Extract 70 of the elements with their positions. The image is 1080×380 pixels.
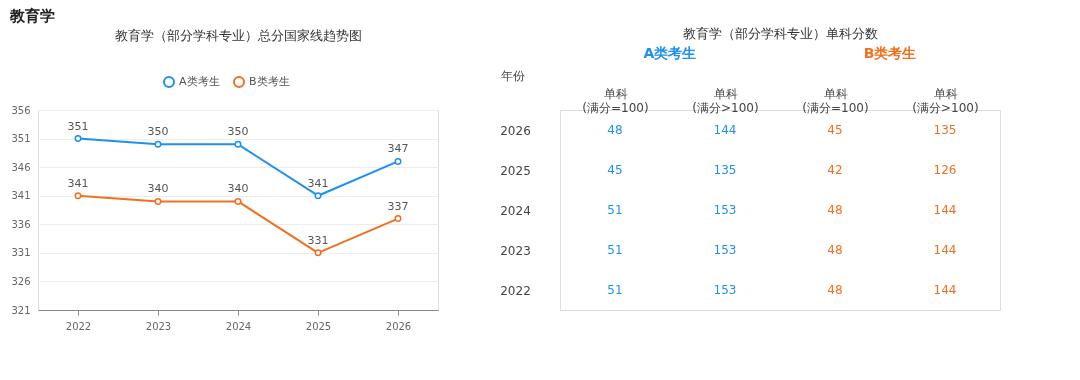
legend-label: B类考生 (249, 75, 290, 88)
point (234, 197, 242, 205)
data-label: 48 (827, 243, 843, 257)
y-tick-label: 336 (11, 218, 31, 230)
point (234, 140, 242, 148)
data-label: 51 (607, 203, 623, 217)
data-label: 341 (307, 176, 329, 190)
point (74, 192, 82, 200)
data-label: 51 (607, 283, 623, 297)
data-label: 48 (827, 203, 843, 217)
point (154, 197, 162, 205)
data-label: 350 (147, 125, 169, 139)
point (154, 140, 162, 148)
data-label: 341 (67, 176, 89, 190)
y-tick-label: 351 (11, 133, 31, 145)
y-tick-label: 331 (11, 247, 31, 259)
y-tick-label: 2022 (500, 283, 531, 298)
data-label: 153 (713, 203, 737, 217)
y-tick-label: 346 (11, 161, 31, 173)
data-label: 135 (713, 163, 737, 177)
data-label: 144 (933, 283, 957, 297)
y-tick-label: 2025 (500, 163, 531, 178)
data-label: 51 (607, 243, 623, 257)
y-tick-label: 341 (11, 190, 31, 202)
data-label: 153 (713, 243, 737, 257)
point (314, 192, 322, 200)
data-label: 144 (933, 243, 957, 257)
data-label: 153 (713, 283, 737, 297)
y-tick-label: 326 (11, 275, 31, 287)
data-label: 45 (607, 163, 623, 177)
x-tick-label: 2024 (225, 320, 252, 332)
text: 教育学 (9, 6, 56, 25)
data-label: 331 (307, 233, 329, 247)
point (394, 215, 402, 223)
data-label: 337 (387, 199, 409, 213)
y-axis-title: 年份 (500, 68, 525, 83)
y-tick-label: 2026 (500, 123, 531, 138)
x-tick-label: 2023 (145, 320, 172, 332)
y-tick-label: 321 (11, 304, 31, 316)
data-label: 42 (827, 163, 843, 177)
data-label: 48 (607, 123, 623, 137)
x-tick-label: 单科 (满分=100) (582, 86, 649, 115)
x-tick-label: 2022 (65, 320, 92, 332)
x-tick-label: 单科 (满分>100) (692, 86, 759, 115)
data-label: 48 (827, 283, 843, 297)
data-label: 350 (227, 125, 249, 139)
x-tick-label: 单科 (满分=100) (802, 86, 869, 115)
data-label: 347 (387, 142, 409, 156)
data-label: 144 (713, 123, 737, 137)
point (74, 135, 82, 143)
text: A类考生 (643, 45, 697, 61)
text: B类考生 (863, 45, 917, 61)
data-label: 340 (147, 182, 169, 196)
data-label: 351 (67, 119, 89, 133)
point (394, 157, 402, 165)
legend-label: A类考生 (179, 75, 220, 88)
data-label: 144 (933, 203, 957, 217)
x-tick-label: 2025 (305, 320, 332, 332)
data-label: 126 (933, 163, 957, 177)
point (314, 249, 322, 257)
y-tick-label: 356 (11, 104, 31, 116)
x-tick-label: 2026 (385, 320, 412, 332)
x-tick-label: 单科 (满分>100) (912, 86, 979, 115)
data-label: 340 (227, 182, 249, 196)
y-tick-label: 2023 (500, 243, 531, 258)
chart-title: 教育学（部分学科专业）总分国家线趋势图 (114, 28, 362, 43)
y-tick-label: 2024 (500, 203, 531, 218)
chart-title: 教育学（部分学科专业）单科分数 (682, 26, 878, 41)
data-label: 45 (827, 123, 843, 137)
data-label: 135 (933, 123, 957, 137)
